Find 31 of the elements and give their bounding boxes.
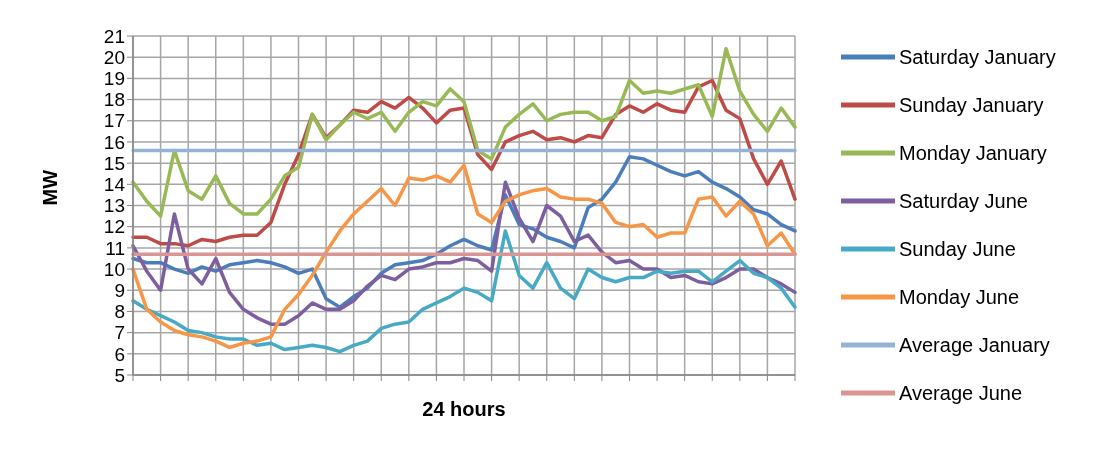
y-tick-label: 19 [103, 68, 125, 90]
x-axis-title: 24 hours [422, 398, 506, 420]
line-series [131, 46, 797, 218]
y-tick-label: 11 [105, 237, 125, 259]
legend-label: Average January [899, 333, 1050, 357]
y-tick-label: 12 [103, 216, 125, 238]
y-tick-label: 10 [103, 258, 125, 280]
y-tick-label: 9 [114, 279, 125, 301]
line-series [131, 180, 797, 326]
legend-label: Monday June [899, 285, 1020, 309]
y-tick-label: 16 [103, 131, 125, 153]
y-tick-label: 17 [103, 110, 125, 132]
y-tick-label: 20 [103, 46, 125, 68]
y-tick-label: 15 [103, 152, 125, 174]
legend-label: Sunday January [899, 93, 1044, 117]
y-tick-label: 14 [103, 174, 126, 196]
y-tick-label: 18 [103, 89, 125, 111]
legend-label: Average June [899, 381, 1023, 405]
line-series [131, 163, 797, 350]
y-tick-label: 8 [114, 301, 125, 323]
y-tick-label: 7 [114, 322, 125, 344]
y-tick-label: 5 [114, 364, 125, 386]
y-axis-title: MW [39, 169, 62, 206]
y-tick-label: 21 [103, 25, 125, 47]
legend-label: Monday January [899, 141, 1047, 165]
line-series [131, 229, 797, 354]
legend-label: Saturday June [899, 189, 1028, 213]
y-tick-label: 6 [114, 343, 125, 365]
legend-label: Saturday January [899, 45, 1056, 69]
legend-label: Sunday June [899, 237, 1016, 261]
y-tick-label: 13 [103, 195, 125, 217]
